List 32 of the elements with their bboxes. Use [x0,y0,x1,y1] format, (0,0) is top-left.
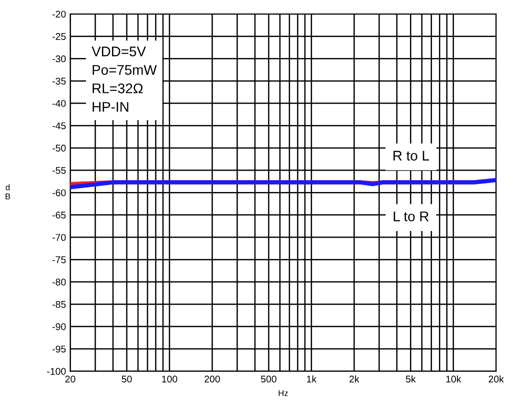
x-tick-label: 500 [260,376,276,383]
x-tick-label: 5k [406,375,416,383]
x-tick-label: 20k [488,375,504,383]
annotation: VDD=5V Po=75mW RL=32Ω HP-IN [92,46,157,112]
y-tick-label: -20 [52,10,66,18]
y-tick-label: -50 [52,144,66,152]
x-tick-label: 200 [204,376,220,383]
x-tick-label: 10k [446,375,462,383]
x-tick-label: 20 [65,376,76,383]
y-tick-label: -90 [52,323,66,330]
y-tick-label: -45 [52,122,66,130]
y-tick-label: -60 [52,189,66,196]
x-tick-label: 100 [162,376,178,383]
y-axis-title: dB [6,184,10,200]
y-tick-label: -35 [52,78,66,85]
y-tick-label: -55 [52,167,66,174]
x-tick-label: 2k [349,375,360,382]
series-label: R to L [394,150,429,161]
y-tick-label: -70 [52,234,66,241]
x-tick-label: 1k [307,375,317,382]
y-tick-label: -30 [52,55,66,62]
y-tick-label: -85 [52,300,66,308]
y-tick-label: -75 [52,256,66,264]
y-tick-label: -40 [52,100,66,107]
x-tick-label: 50 [122,376,132,383]
y-tick-label: -80 [52,278,66,286]
y-tick-label: -25 [52,33,66,40]
text: L to R [394,212,429,222]
x-axis-title: Hz [278,390,288,396]
y-tick-label: -65 [52,212,66,219]
y-tick-label: -100 [47,368,66,375]
y-tick-label: -95 [52,346,66,352]
